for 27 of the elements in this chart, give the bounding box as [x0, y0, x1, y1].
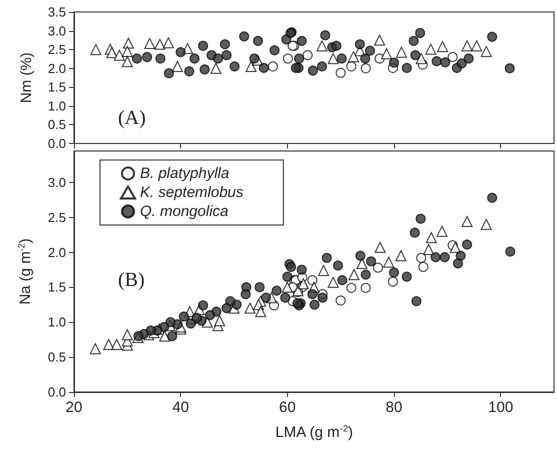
- y-tick-label: 2.5: [48, 210, 66, 225]
- y-tick-label: 3.5: [48, 4, 66, 20]
- y-tick-label: 0.0: [48, 136, 66, 151]
- legend-label: K. septemlobus: [140, 184, 244, 201]
- legend-label: B. platyphylla: [140, 165, 230, 182]
- y-tick-label: 0.0: [48, 384, 66, 400]
- y-axis-title: Nm (%): [18, 52, 35, 104]
- y-tick-label: 1.5: [48, 80, 66, 95]
- y-tick-label: 1.0: [48, 314, 66, 330]
- y-tick-label: 1.5: [48, 280, 66, 295]
- y-tick-label: 3.0: [48, 174, 66, 190]
- legend-label: Q. mongolica: [140, 203, 228, 220]
- y-tick-label: 2.0: [48, 244, 66, 260]
- x-tick-label: 80: [386, 399, 402, 416]
- x-tick-label: 100: [488, 399, 514, 416]
- y-axis-title: Na (g m-2): [16, 238, 34, 305]
- y-tick-label: 2.5: [48, 42, 66, 58]
- y-tick-label: 0.5: [48, 350, 66, 365]
- annotation: (A): [118, 107, 146, 129]
- annotation: (B): [118, 269, 145, 291]
- x-tick-label: 20: [66, 399, 82, 416]
- y-tick-label: 3.0: [48, 23, 66, 38]
- y-tick-label: 2.0: [48, 60, 66, 76]
- y-tick-label: 1.0: [48, 98, 66, 114]
- x-tick-label: 40: [172, 399, 190, 416]
- x-tick-label: 60: [278, 399, 296, 416]
- y-tick-label: 0.5: [48, 117, 66, 132]
